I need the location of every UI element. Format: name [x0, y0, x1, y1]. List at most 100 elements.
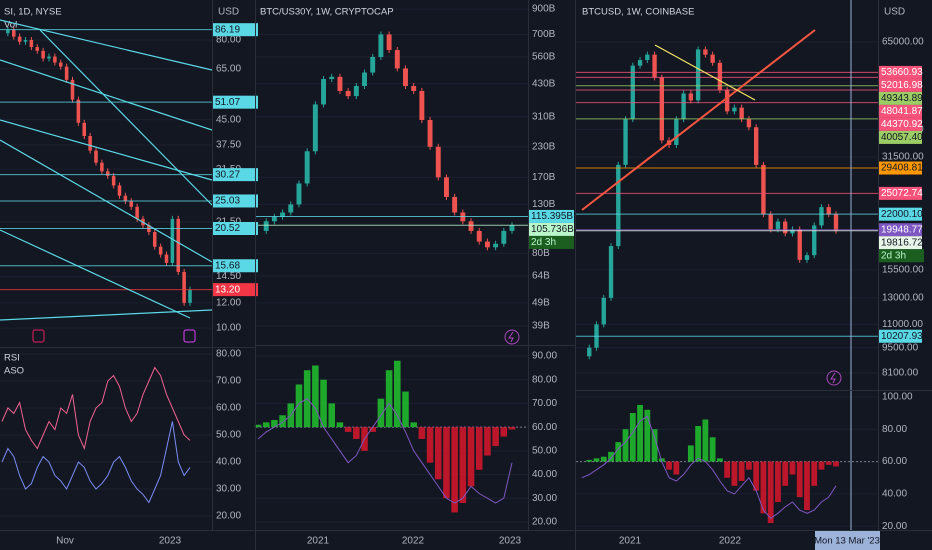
histogram-bar [475, 427, 483, 470]
candle [170, 218, 175, 263]
event-icon-glyph [830, 372, 836, 384]
indicator-line [581, 415, 837, 519]
candle [17, 36, 22, 42]
price-tag [878, 65, 922, 79]
candle [753, 127, 759, 165]
histogram-bar [394, 360, 401, 428]
price-tag-label: 19816.72 [881, 237, 923, 248]
candle [493, 243, 499, 248]
candle [623, 119, 628, 165]
histogram-bar [753, 461, 760, 491]
histogram-bar [709, 437, 716, 462]
price-tick-label: 65000.00 [882, 37, 924, 48]
candle [790, 229, 795, 234]
countdown-tag [528, 235, 574, 249]
indicator-name: ASO [4, 366, 24, 377]
histogram-bar [434, 427, 442, 480]
candle [608, 246, 614, 298]
histogram-bar [402, 391, 409, 428]
candle [321, 79, 327, 105]
histogram-bar [731, 461, 738, 486]
histogram-bar [687, 445, 694, 462]
price-tick-label: 37.50 [216, 140, 241, 151]
candle [797, 229, 802, 260]
indicator-tick-label: 30.00 [216, 484, 241, 495]
candle [263, 221, 269, 231]
candle [100, 162, 104, 172]
earnings-icon[interactable] [32, 329, 45, 343]
price-tag-label: 15.68 [215, 260, 240, 271]
histogram-bar [760, 461, 767, 514]
symbol-title: SI, 1D, NYSE [4, 7, 62, 18]
histogram-bar [279, 415, 286, 428]
candle [739, 107, 744, 120]
candle [403, 68, 408, 87]
symbol-title: BTCUSD, 1W, COINBASE [582, 7, 694, 18]
candle [427, 119, 433, 147]
histogram-bar [385, 370, 393, 428]
price-tag-label: 19948.77 [881, 224, 923, 235]
crosshair-label-box [815, 531, 880, 550]
trendline [0, 19, 213, 71]
indicator-tick-label: 60.00 [882, 456, 907, 467]
overlay-label: Vol [4, 20, 17, 31]
price-tick-label: 64B [532, 271, 550, 282]
price-tick-label: 13000.00 [882, 292, 924, 303]
candle [386, 34, 392, 51]
candle [164, 254, 169, 263]
candle [587, 347, 592, 357]
candle [452, 196, 458, 213]
candle [761, 164, 766, 215]
price-tick-label: 170B [532, 172, 556, 183]
event-icon[interactable] [826, 370, 842, 386]
price-tick-label: 310B [532, 111, 556, 122]
histogram-bar [615, 442, 622, 462]
price-tick-label: 560B [532, 52, 556, 63]
histogram-bar [344, 427, 352, 432]
price-tick-label: 230B [532, 141, 556, 152]
candle [717, 62, 723, 91]
histogram-bar [629, 413, 636, 462]
currency-label: USD [218, 7, 239, 18]
candle [11, 29, 16, 37]
candle [637, 60, 643, 66]
indicator-tick-label: 40.00 [882, 489, 907, 500]
trendline [654, 44, 756, 101]
histogram-bar [796, 461, 803, 498]
candle [280, 212, 286, 217]
price-tag-label: 51.07 [215, 97, 240, 108]
candle [419, 90, 425, 120]
event-icon[interactable] [504, 329, 520, 345]
price-tick-label: 12.00 [216, 297, 241, 308]
histogram-bar [608, 451, 614, 462]
indicator-tick-label: 20.00 [532, 517, 557, 528]
histogram-bar [651, 429, 658, 462]
candle [703, 49, 708, 55]
price-tag [528, 222, 574, 236]
histogram-bar [451, 427, 458, 513]
time-label: 2022 [402, 536, 425, 547]
price-tag [878, 329, 922, 343]
trendline [581, 29, 816, 211]
price-tick-label: 900B [532, 4, 556, 15]
indicator-line [1, 421, 191, 504]
price-tick-label: 65.00 [216, 63, 241, 74]
price-tag [528, 209, 574, 223]
candle [443, 177, 449, 197]
histogram-bar [673, 461, 680, 475]
price-tick-label: 700B [532, 29, 556, 40]
indicator-line [257, 398, 513, 504]
price-tag [878, 117, 922, 131]
candle [659, 77, 665, 141]
candle [710, 54, 715, 63]
histogram-bar [644, 409, 651, 462]
histogram-bar [369, 427, 376, 432]
histogram-bar [593, 458, 600, 462]
histogram-bar [500, 427, 508, 437]
earnings-icon[interactable] [183, 329, 196, 343]
price-tag-label: 10207.93 [881, 331, 923, 342]
price-tick-label: 15500.00 [882, 264, 924, 275]
price-tag [878, 161, 922, 175]
histogram-bar [377, 398, 385, 428]
